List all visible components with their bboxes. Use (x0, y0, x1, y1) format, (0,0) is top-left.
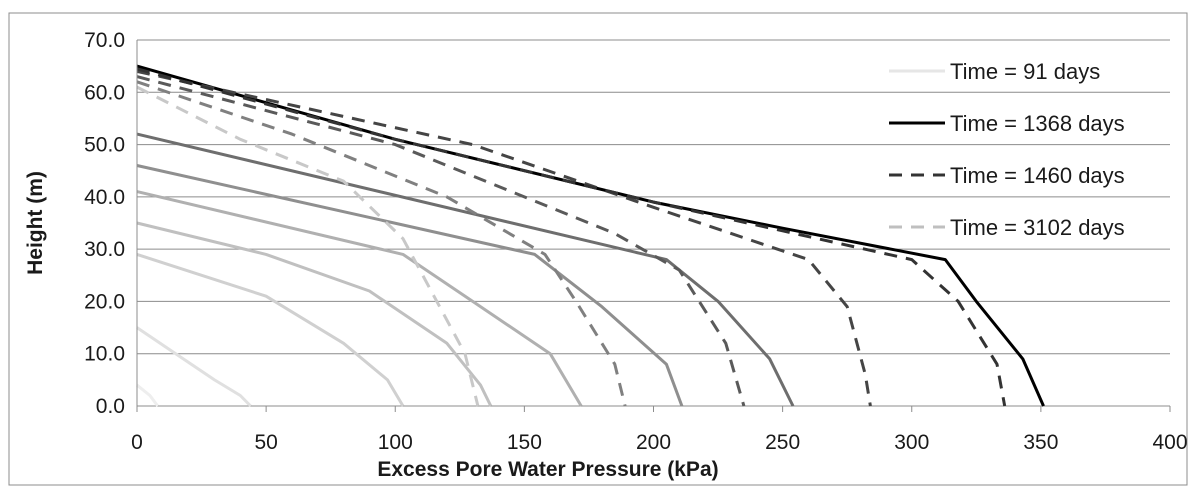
y-tick-label: 70.0 (84, 29, 125, 52)
x-tick-label: 50 (254, 431, 277, 454)
y-tick-label: 30.0 (84, 238, 125, 261)
series-line (136, 164, 684, 407)
x-tick-label: 300 (894, 431, 929, 454)
series-line (136, 190, 583, 407)
series-line (136, 75, 746, 407)
y-tick-label: 60.0 (84, 81, 125, 104)
series-line (136, 252, 405, 407)
legend-label: Time = 91 days (950, 59, 1100, 84)
series-line (136, 85, 480, 407)
series-line (136, 80, 627, 407)
series-line (136, 132, 795, 407)
y-tick-label: 50.0 (84, 134, 125, 157)
y-axis-title: Height (m) (24, 171, 47, 275)
y-tick-label: 0.0 (96, 395, 125, 418)
series-line (136, 67, 1007, 407)
y-tick-label: 40.0 (84, 186, 125, 209)
series-line (136, 326, 252, 408)
legend-label: Time = 1460 days (950, 163, 1125, 188)
x-axis-title: Excess Pore Water Pressure (kPa) (377, 458, 718, 481)
series-line (136, 221, 493, 407)
legend-label: Time = 3102 days (950, 215, 1125, 240)
x-tick-label: 100 (378, 431, 413, 454)
legend-label: Time = 1368 days (950, 111, 1125, 136)
x-tick-label: 250 (765, 431, 800, 454)
x-tick-label: 350 (1023, 431, 1058, 454)
x-tick-label: 0 (131, 431, 143, 454)
x-tick-label: 150 (507, 431, 542, 454)
y-tick-label: 20.0 (84, 290, 125, 313)
x-tick-label: 200 (636, 431, 671, 454)
x-tick-label: 400 (1152, 431, 1187, 454)
y-tick-label: 10.0 (84, 343, 125, 366)
series-line (136, 383, 159, 407)
